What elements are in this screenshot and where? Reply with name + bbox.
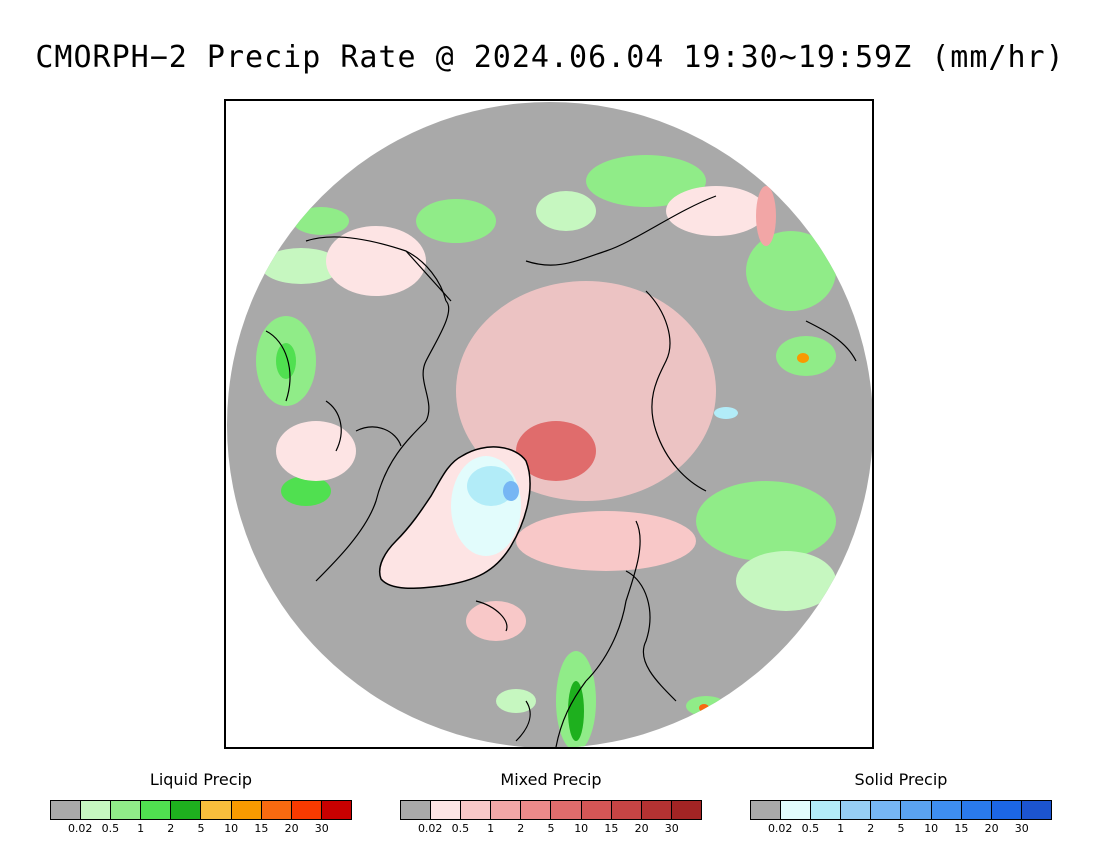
legend-color-bar (50, 800, 352, 820)
legend-title: Solid Precip (854, 770, 948, 789)
legend-swatch (871, 801, 902, 819)
legend-swatch (1021, 801, 1051, 819)
legend-tick-label: 0.02 (67, 822, 93, 835)
chart-title: CMORPH−2 Precip Rate @ 2024.06.04 19:30~… (35, 40, 1065, 75)
legend-swatch (111, 801, 142, 819)
legend-swatch (201, 801, 232, 819)
legend-tick-label: 10 (224, 822, 239, 835)
legend-swatch (231, 801, 262, 819)
solid-precip-patches (451, 407, 738, 556)
legend-swatch (431, 801, 462, 819)
legend-swatch (321, 801, 351, 819)
legend-swatch (261, 801, 292, 819)
legend-swatch (961, 801, 992, 819)
legend-tick-label: 2 (867, 822, 875, 835)
legend-swatch (611, 801, 642, 819)
legend-swatch (901, 801, 932, 819)
legend-tick-label: 15 (604, 822, 619, 835)
legend-tick-label: 2 (167, 822, 175, 835)
legend-swatch (51, 801, 82, 819)
legend-tick-label: 30 (664, 822, 679, 835)
legend-tick-label: 0.02 (417, 822, 443, 835)
legend-swatch (141, 801, 172, 819)
legend-swatch (781, 801, 812, 819)
mixed-precip-patches (276, 186, 776, 641)
legend-solid: Solid Precip 0.02 0.5 1 2 5 10 15 20 30 (750, 770, 1052, 836)
legend-tick-label: 1 (837, 822, 845, 835)
legend-tick-label: 0.5 (101, 822, 120, 835)
legend-tick-label: 1 (137, 822, 145, 835)
legend-tick-label: 5 (547, 822, 555, 835)
legend-ticks: 0.02 0.5 1 2 5 10 15 20 30 (400, 822, 702, 836)
legend-swatch (991, 801, 1022, 819)
legend-swatch (641, 801, 672, 819)
legend-swatch (291, 801, 322, 819)
legend-tick-label: 0.5 (801, 822, 820, 835)
legend-tick-label: 20 (284, 822, 299, 835)
liquid-precip-patches (256, 155, 836, 747)
legend-tick-label: 0.5 (451, 822, 470, 835)
legend-color-bar (400, 800, 702, 820)
legend-mixed: Mixed Precip 0.02 0.5 1 2 5 10 15 20 30 (400, 770, 702, 836)
legend-tick-label: 5 (897, 822, 905, 835)
legend-swatch (521, 801, 552, 819)
polar-map-svg (227, 102, 872, 747)
legend-swatch (931, 801, 962, 819)
legend-swatch (461, 801, 492, 819)
legend-tick-label: 10 (574, 822, 589, 835)
legend-swatch (81, 801, 112, 819)
legend-swatch (581, 801, 612, 819)
precip-layer (256, 155, 857, 747)
legend-tick-label: 20 (634, 822, 649, 835)
legend-swatch (671, 801, 701, 819)
legend-tick-label: 15 (954, 822, 969, 835)
legend-tick-label: 0.02 (767, 822, 793, 835)
legend-color-bar (750, 800, 1052, 820)
legend-swatch (491, 801, 522, 819)
legend-swatch (401, 801, 432, 819)
legend-ticks: 0.02 0.5 1 2 5 10 15 20 30 (50, 822, 352, 836)
legend-tick-label: 1 (487, 822, 495, 835)
legend-tick-label: 30 (314, 822, 329, 835)
legend-tick-label: 2 (517, 822, 525, 835)
legend-tick-label: 5 (197, 822, 205, 835)
legend-ticks: 0.02 0.5 1 2 5 10 15 20 30 (750, 822, 1052, 836)
legend-swatch (841, 801, 872, 819)
legend-tick-label: 15 (254, 822, 269, 835)
legend-tick-label: 20 (984, 822, 999, 835)
legend-swatch (751, 801, 782, 819)
legend-swatch (811, 801, 842, 819)
legend-tick-label: 10 (924, 822, 939, 835)
legend-swatch (171, 801, 202, 819)
coastlines (265, 195, 857, 747)
legend-swatch (551, 801, 582, 819)
legend-title: Liquid Precip (149, 770, 253, 789)
legend-title: Mixed Precip (500, 770, 602, 789)
legend-tick-label: 30 (1014, 822, 1029, 835)
polar-map (224, 99, 874, 749)
legend-liquid: Liquid Precip 0.02 0.5 1 2 5 10 15 20 30 (50, 770, 352, 836)
